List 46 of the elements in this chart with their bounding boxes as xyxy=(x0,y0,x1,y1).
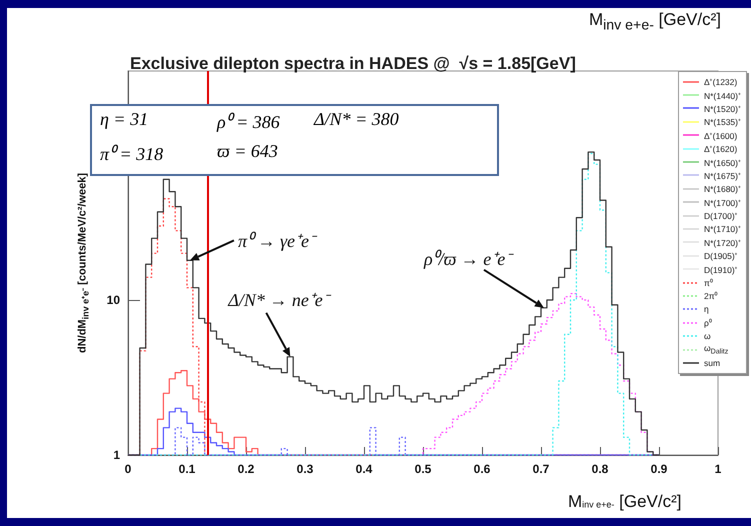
x-tick-label: 0.5 xyxy=(414,462,432,476)
y-axis-title: dN/dMinv e⁺e⁻ [counts/MeV/c²/week] xyxy=(76,172,90,354)
legend-label: N*(1535)⁺ xyxy=(704,116,741,128)
legend-label: Δ⁺(1232) xyxy=(704,76,738,88)
y-tick-label: 10 xyxy=(106,292,120,307)
x-axis-title: Minv e+e- [GeV/c²] xyxy=(568,492,682,511)
legend-label: Δ⁺(1600) xyxy=(704,130,738,141)
legend-label: N*(1520)⁺ xyxy=(704,102,741,114)
x-tick-label: 0.3 xyxy=(296,462,314,476)
x-tick-label: 0.2 xyxy=(238,462,255,476)
annotation: π⁰ = 318 xyxy=(100,143,164,165)
chart-title: Exclusive dilepton spectra in HADES @ √s = 1.85[GeV] xyxy=(130,54,576,73)
legend-label: Δ⁺(1620) xyxy=(704,143,738,154)
annotation: ρ⁰/ϖ → e⁺e⁻ xyxy=(424,248,512,270)
legend-label: N*(1650)⁺ xyxy=(704,156,741,168)
annotation: π⁰ → γe⁺e⁻ xyxy=(238,230,316,252)
x-tick-label: 0.6 xyxy=(474,462,491,476)
legend-label: D(1700)⁺ xyxy=(704,210,738,222)
legend-label: η xyxy=(704,304,709,314)
x-tick-label: 0.4 xyxy=(356,462,373,476)
legend-label: ω xyxy=(704,331,711,342)
legend-label: π⁰ xyxy=(704,277,713,288)
annotation: ρ⁰ = 386 xyxy=(217,111,280,133)
legend-label: N*(1720)⁺ xyxy=(704,236,741,248)
legend-label: N*(1710)⁺ xyxy=(704,223,741,234)
text: M$_{inv e+e-}$ [GeV/c²] xyxy=(588,10,721,34)
annotation: Δ/N* = 380 xyxy=(314,109,399,130)
legend-label: N*(1700)⁺ xyxy=(704,196,741,208)
x-tick-label: 0.7 xyxy=(532,462,550,476)
legend-label: D(1905)⁺ xyxy=(704,250,738,262)
x-tick-label: 1 xyxy=(714,462,722,476)
annotation: Δ/N* → ne⁺e⁻ xyxy=(228,288,329,311)
x-tick-label: 0 xyxy=(124,462,132,476)
x-tick-label: 0.1 xyxy=(178,462,196,476)
legend-label: sum xyxy=(704,358,720,368)
legend-label: N*(1440)⁺ xyxy=(704,90,741,101)
legend-label: N*(1675)⁺ xyxy=(704,170,741,181)
legend-label: ω$_{Dalitz}$ xyxy=(704,343,728,356)
legend-label: ρ⁰ xyxy=(704,317,712,328)
x-tick-label: 0.8 xyxy=(592,462,609,476)
legend-label: D(1910)⁺ xyxy=(704,264,738,275)
annotation: ϖ = 643 xyxy=(217,141,278,162)
legend-label: 2π⁰ xyxy=(704,290,718,302)
legend-label: N*(1680)⁺ xyxy=(704,183,741,194)
x-tick-label: 0.9 xyxy=(650,462,668,476)
annotation: η = 31 xyxy=(100,109,148,130)
